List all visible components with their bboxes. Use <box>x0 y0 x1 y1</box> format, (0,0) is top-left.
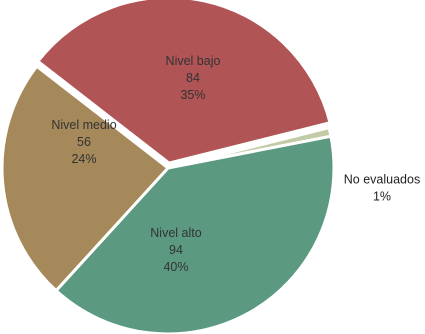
slice-percent-label: 1% <box>373 190 391 204</box>
data-label-nivel-medio: Nivel medio 56 24% <box>51 118 116 166</box>
slice-value-label: 94 <box>169 243 183 257</box>
slice-percent-label: 35% <box>180 88 205 102</box>
slice-percent-label: 40% <box>163 260 188 274</box>
data-label-nivel-bajo: Nivel bajo 84 35% <box>166 54 221 102</box>
pie-slice-nivel-medio <box>0 64 171 293</box>
slice-name-label: Nivel medio <box>51 118 116 132</box>
data-label-nivel-alto: Nivel alto 94 40% <box>150 226 201 274</box>
pie-slice-nivel-bajo <box>35 0 332 165</box>
pie-slice-nivel-alto <box>53 134 336 334</box>
slice-name-label: Nivel alto <box>150 226 201 240</box>
slice-percent-label: 24% <box>71 152 96 166</box>
slice-name-label: No evaluados <box>344 173 420 187</box>
slice-value-label: 84 <box>186 71 200 85</box>
data-label-no-evaluados: No evaluados 1% <box>344 173 420 204</box>
slice-name-label: Nivel bajo <box>166 54 221 68</box>
slice-value-label: 56 <box>77 135 91 149</box>
